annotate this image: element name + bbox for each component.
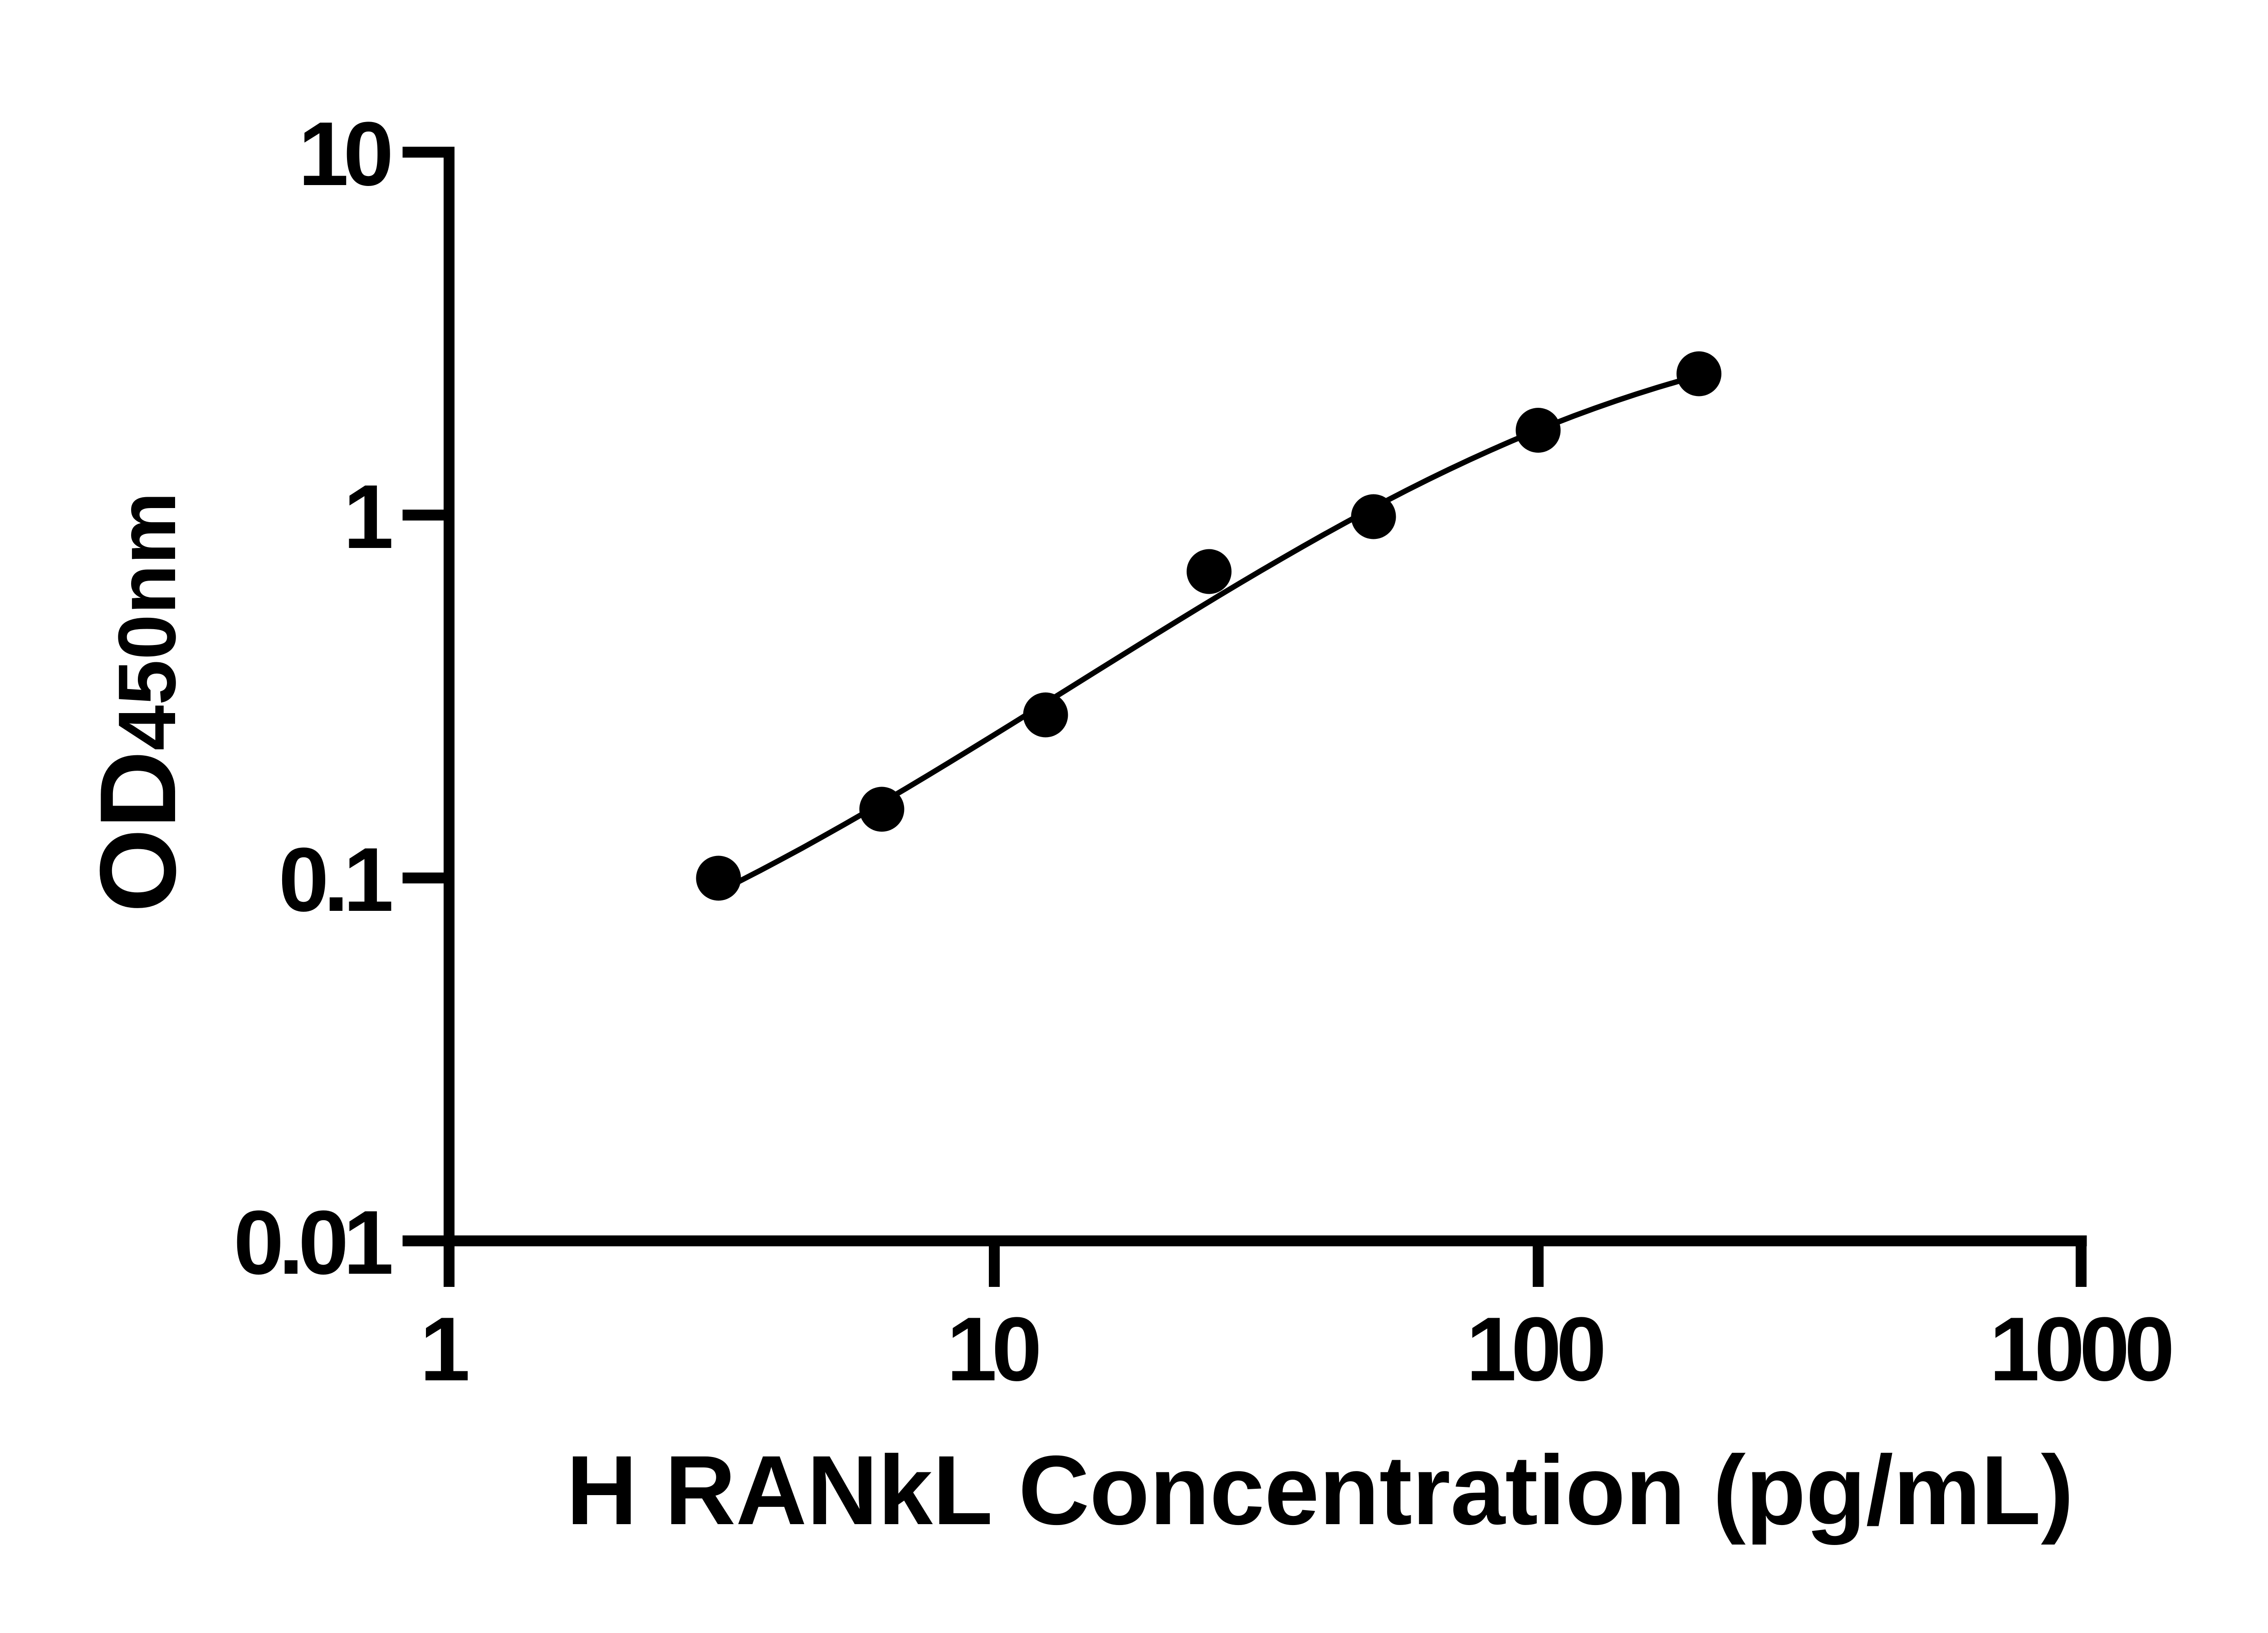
svg-text:0.01: 0.01 (234, 1192, 391, 1293)
svg-text:1: 1 (420, 1299, 468, 1400)
svg-text:1000: 1000 (1989, 1299, 2172, 1400)
svg-text:H RANkL Concentration (pg/mL): H RANkL Concentration (pg/mL) (566, 1435, 2073, 1545)
svg-text:10: 10 (947, 1299, 1039, 1400)
svg-text:1: 1 (343, 466, 391, 567)
svg-text:100: 100 (1466, 1299, 1603, 1400)
svg-text:10: 10 (298, 103, 391, 205)
svg-text:0.1: 0.1 (279, 829, 391, 930)
